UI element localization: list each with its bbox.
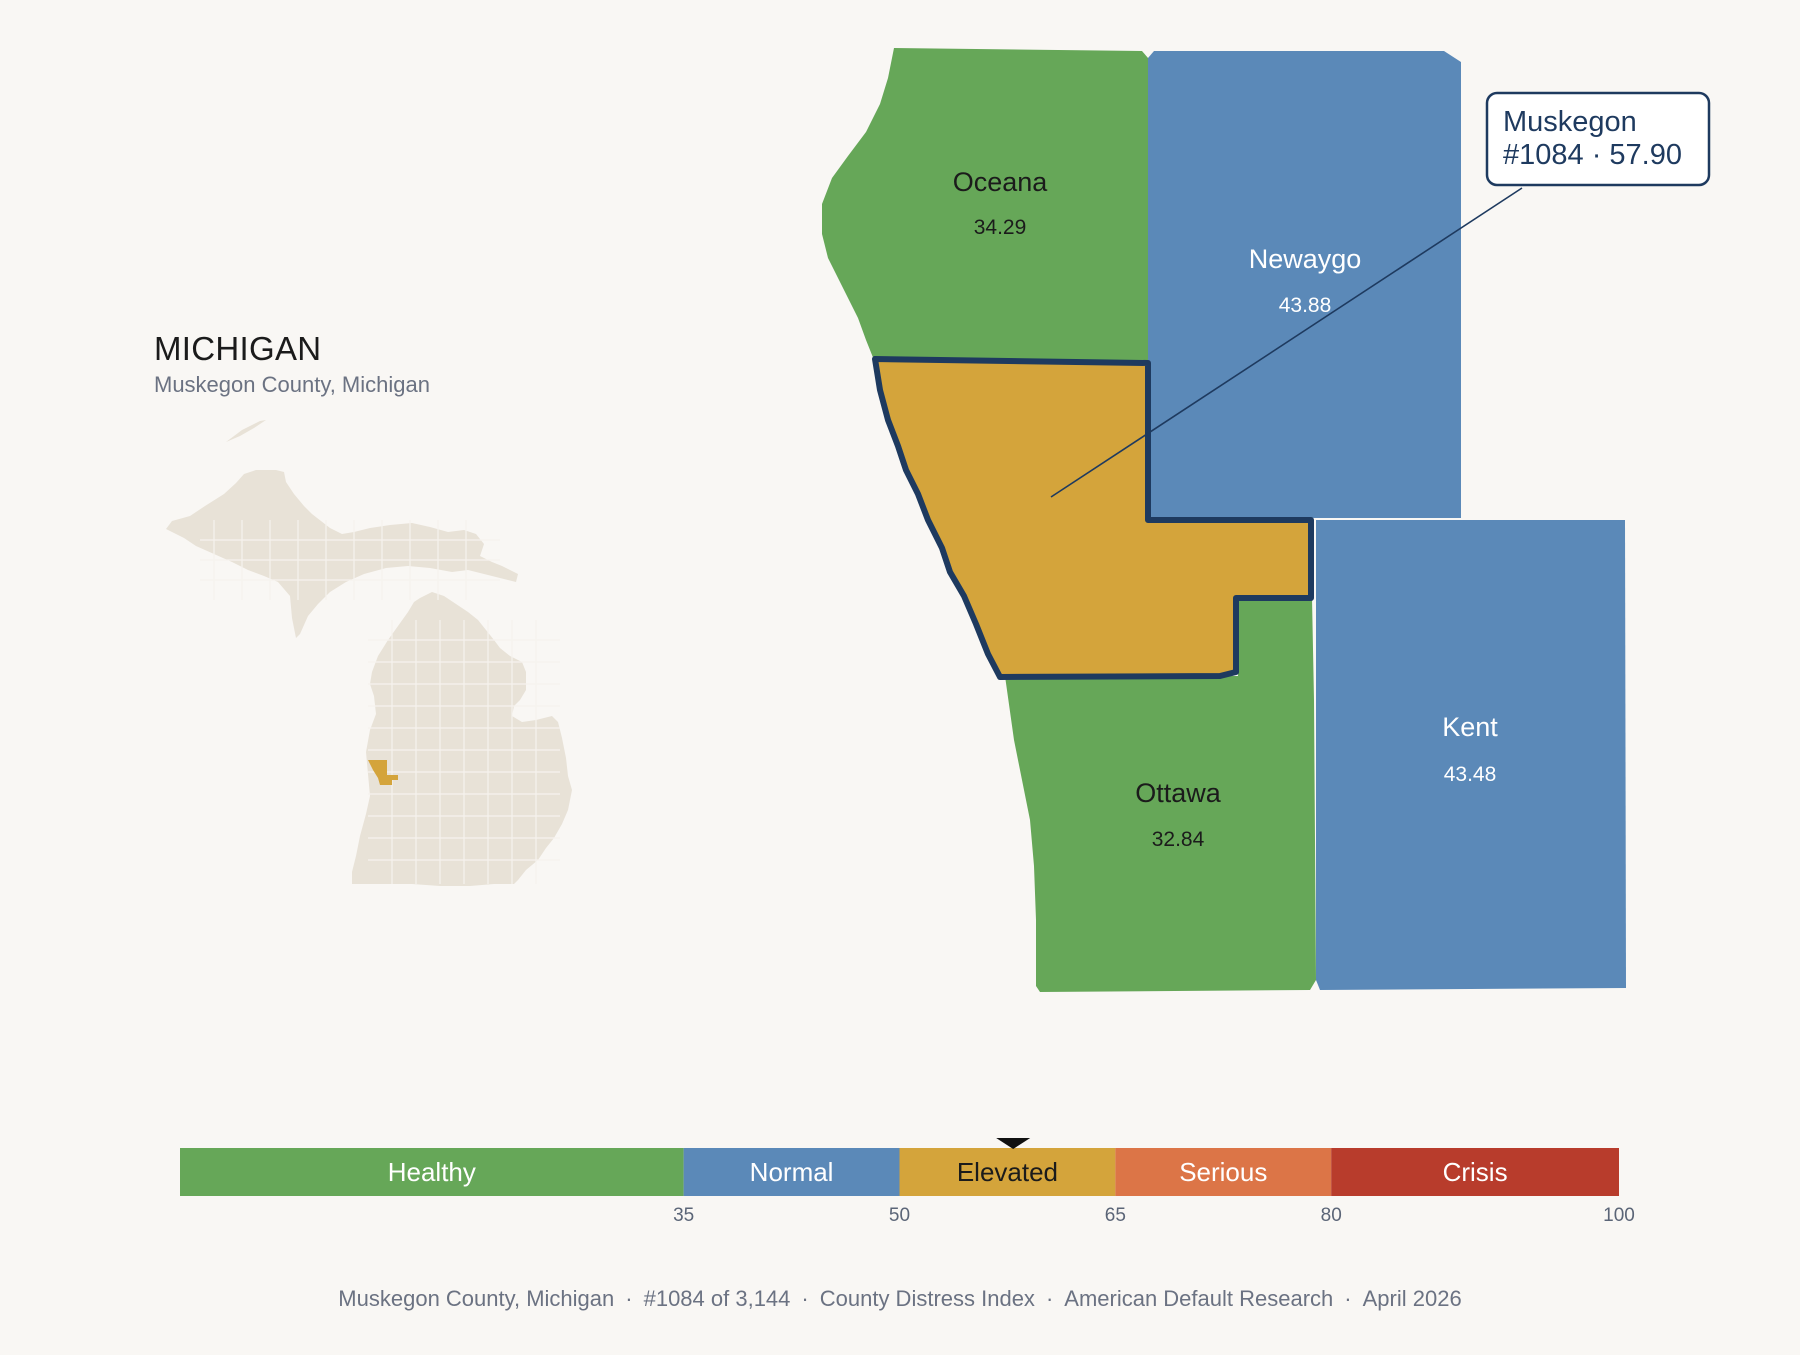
legend-tick-65: 65 [1105, 1205, 1126, 1226]
isle-royale [226, 420, 266, 442]
legend-tick-100: 100 [1603, 1205, 1635, 1226]
legend-tick-50: 50 [889, 1205, 910, 1226]
footer-credits: Muskegon County, Michigan · #1084 of 3,144… [338, 1286, 1462, 1311]
legend-segment-healthy [180, 1148, 684, 1196]
legend-label-elevated: Elevated [957, 1157, 1058, 1187]
legend-segment-crisis [1331, 1148, 1619, 1196]
callout-leader-line [1050, 187, 1523, 498]
footer-org: American Default Research [1064, 1286, 1334, 1311]
county-label-newaygo: Newaygo [1249, 244, 1362, 274]
county-kent[interactable] [1316, 520, 1626, 990]
legend-tick-35: 35 [673, 1205, 694, 1226]
legend-segment-serious [1115, 1148, 1332, 1196]
legend-label-healthy: Healthy [388, 1157, 476, 1187]
lower-peninsula [352, 592, 572, 886]
county-score-oceana: 34.29 [974, 216, 1027, 239]
callout-rank-score: #1084 · 57.90 [1503, 139, 1682, 171]
footer-date: April 2026 [1362, 1286, 1462, 1311]
callout-box [1485, 91, 1711, 187]
footer-county: Muskegon County, Michigan [338, 1286, 615, 1311]
county-muskegon[interactable] [872, 356, 1314, 680]
legend-label-crisis: Crisis [1443, 1157, 1508, 1187]
county-map [822, 48, 1626, 992]
county-label-kent: Kent [1442, 712, 1498, 742]
county-score-newaygo: 43.88 [1279, 294, 1332, 317]
county-score-kent: 43.48 [1444, 763, 1497, 786]
muskegon-inset-highlight [368, 760, 398, 785]
county-label-oceana: Oceana [953, 167, 1049, 197]
focus-callout: Muskegon #1084 · 57.90 [1050, 91, 1711, 498]
legend-segment-elevated [899, 1148, 1116, 1196]
county-labels: Oceana 34.29 Newaygo 43.88 Kent 43.48 Ot… [953, 167, 1499, 851]
county-label-ottawa: Ottawa [1135, 778, 1222, 808]
legend-label-serious: Serious [1179, 1157, 1267, 1187]
legend-marker [996, 1138, 1031, 1149]
upper-peninsula [166, 470, 518, 638]
distress-legend: Healthy Normal Elevated Serious Crisis 35 50 65… [180, 1138, 1635, 1226]
county-score-ottawa: 32.84 [1152, 828, 1205, 851]
legend-label-normal: Normal [750, 1157, 834, 1187]
legend-tick-80: 80 [1321, 1205, 1342, 1226]
county-ottawa[interactable] [1005, 598, 1316, 992]
callout-county-name: Muskegon [1503, 106, 1637, 138]
county-boundaries [200, 520, 560, 884]
michigan-inset [166, 420, 572, 886]
state-subtitle: Muskegon County, Michigan [154, 372, 430, 397]
state-title: MICHIGAN [154, 330, 322, 367]
footer-rank: #1084 of 3,144 [643, 1286, 791, 1311]
county-oceana[interactable] [822, 48, 1148, 360]
legend-segment-normal [683, 1148, 900, 1196]
county-newaygo[interactable] [1148, 51, 1461, 518]
footer-index: County Distress Index [819, 1286, 1035, 1311]
